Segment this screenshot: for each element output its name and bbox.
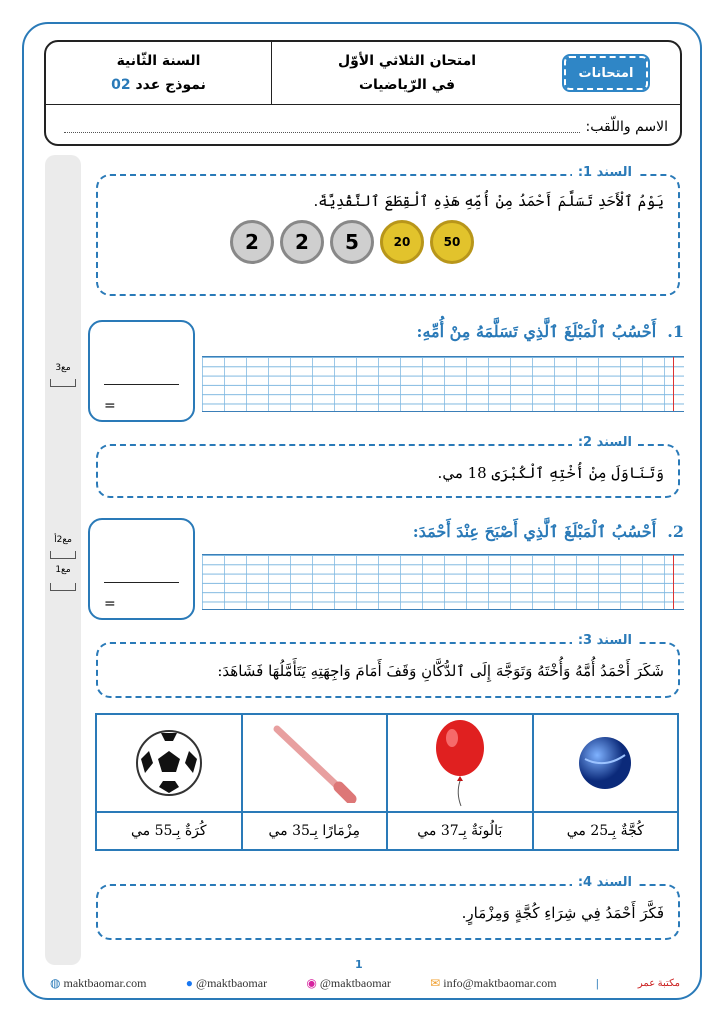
sanad-label: السند 2: — [571, 435, 638, 450]
exam-subject: في الرّياضيات — [358, 77, 456, 93]
sanad-2: السند 2: وَتَنَاوَلَ مِنْ أُخْتِهِ ٱلْكُ… — [96, 435, 680, 498]
writing-grid[interactable] — [202, 554, 684, 610]
criterion-mark: مع3 — [55, 363, 71, 373]
website-link[interactable]: ◍ maktbaomar.com — [50, 976, 146, 991]
sanad-text: فَكَّرَ أَحْمَدُ فِي شِرَاءِ كُجَّةٍ وَم… — [461, 904, 664, 922]
balloon-icon — [435, 720, 484, 807]
sanad-label: السند 4: — [571, 875, 638, 890]
coins: 50 20 5 2 2 — [112, 220, 474, 264]
email-link[interactable]: ✉ info@maktbaomar.com — [430, 976, 556, 991]
margin-line — [673, 555, 674, 609]
mail-icon: ✉ — [430, 976, 441, 990]
item-caption: كُرَةٌ بِـ55 مي — [130, 823, 207, 839]
exams-logo: امتحانات — [562, 54, 650, 92]
question-2: 2. أَحْسُبُ ٱلْمَبْلَغَ ٱلَّذِي أَصْبَحَ… — [413, 522, 684, 541]
item-caption: بَالُونَةٌ بِـ37 مي — [417, 823, 503, 839]
instagram-text: @maktbaomar — [319, 976, 391, 990]
grade-cell: السنة الثّانية نموذج عدد 02 — [46, 42, 272, 104]
item-caption: مِزْمَارًا بِـ35 مي — [268, 823, 361, 839]
item-flute: مِزْمَارًا بِـ35 مي — [240, 715, 386, 849]
sanad-text: وَتَنَاوَلَ مِنْ أُخْتِهِ ٱلْكُبْرَى 18 … — [437, 464, 664, 482]
equals-sign: = — [104, 398, 116, 414]
score-box[interactable] — [50, 583, 76, 591]
instagram-icon: ◉ — [306, 976, 317, 990]
coin-icon: 5 — [330, 220, 374, 264]
model-label: نموذج عدد — [135, 77, 206, 93]
name-row: الاسم واللّقب: — [46, 104, 680, 144]
coin-icon: 20 — [380, 220, 424, 264]
sanad-text: شَكَرَ أَحْمَدُ أُمَّهُ وَأُخْتَهُ وَتَو… — [217, 662, 664, 680]
name-label: الاسم واللّقب: — [585, 118, 668, 135]
criterion-mark: مع2أ — [54, 535, 72, 545]
question-number: 1. — [667, 322, 684, 341]
sanad-3: السند 3: شَكَرَ أَحْمَدُ أُمَّهُ وَأُخْت… — [96, 633, 680, 698]
score-box[interactable] — [50, 551, 76, 559]
title-cell: امتحان الثلاثي الأوّل في الرّياضيات — [272, 42, 542, 104]
football-icon — [135, 730, 202, 796]
footer: ◍ maktbaomar.com ● @maktbaomar ◉ @maktba… — [50, 976, 680, 991]
sanad-label: السند 3: — [571, 633, 638, 648]
item-caption: كُجَّةٌ بِـ25 مي — [566, 823, 644, 839]
facebook-link[interactable]: ● @maktbaomar — [186, 976, 267, 991]
grade: السنة الثّانية — [116, 53, 201, 69]
coin-icon: 2 — [280, 220, 324, 264]
equals-sign: = — [104, 596, 116, 612]
facebook-text: @maktbaomar — [196, 976, 268, 990]
divider: | — [595, 976, 599, 990]
score-box[interactable] — [50, 379, 76, 387]
item-marble: كُجَّةٌ بِـ25 مي — [531, 715, 677, 849]
margin-line — [673, 357, 674, 411]
email-text: info@maktbaomar.com — [443, 976, 557, 990]
answer-line — [104, 582, 179, 583]
question-text: أَحْسُبُ ٱلْمَبْلَغَ ٱلَّذِي أَصْبَحَ عِ… — [412, 522, 657, 541]
exam-header: السنة الثّانية نموذج عدد 02 امتحان الثلا… — [44, 40, 682, 146]
marble-icon — [579, 737, 632, 789]
model: نموذج عدد 02 — [111, 73, 206, 97]
answer-box[interactable]: = — [88, 518, 195, 620]
coin-icon: 50 — [430, 220, 474, 264]
sanad-label: السند 1: — [571, 165, 638, 180]
coin-icon: 2 — [230, 220, 274, 264]
name-field[interactable] — [64, 121, 580, 133]
writing-grid[interactable] — [202, 356, 684, 412]
shop-items-table: كُجَّةٌ بِـ25 مي بَالُونَةٌ بِـ37 مي مِز… — [95, 713, 679, 851]
exam-title: امتحان الثلاثي الأوّل — [337, 53, 477, 69]
sanad-4: السند 4: فَكَّرَ أَحْمَدُ فِي شِرَاءِ كُ… — [96, 875, 680, 940]
grading-column: مع3 مع2أ مع1 — [45, 155, 81, 965]
answer-box[interactable]: = — [88, 320, 195, 422]
question-1: 1. أَحْسُبُ ٱلْمَبْلَغَ ٱلَّذِي تَسَلَّم… — [417, 322, 684, 341]
criterion-mark: مع1 — [55, 565, 71, 575]
item-football: كُرَةٌ بِـ55 مي — [97, 715, 241, 849]
flute-icon — [273, 725, 357, 803]
model-number: 02 — [111, 77, 131, 93]
question-text: أَحْسُبُ ٱلْمَبْلَغَ ٱلَّذِي تَسَلَّمَهُ… — [416, 322, 657, 341]
facebook-icon: ● — [185, 976, 194, 990]
item-balloon: بَالُونَةٌ بِـ37 مي — [386, 715, 532, 849]
instagram-link[interactable]: ◉ @maktbaomar — [306, 976, 391, 991]
page-number: 1 — [355, 958, 363, 971]
brand-logo: مكتبة عمر — [637, 978, 680, 989]
answer-line — [104, 384, 179, 385]
sanad-1: السند 1: يَوْمُ ٱلْأَحَدِ تَسَلَّمَ أَحْ… — [96, 165, 680, 296]
sanad-text: يَوْمُ ٱلْأَحَدِ تَسَلَّمَ أَحْمَدُ مِنْ… — [313, 192, 664, 210]
page-frame — [22, 22, 702, 1000]
question-number: 2. — [667, 522, 684, 541]
website-text: maktbaomar.com — [63, 976, 147, 990]
globe-icon: ◍ — [50, 976, 61, 990]
